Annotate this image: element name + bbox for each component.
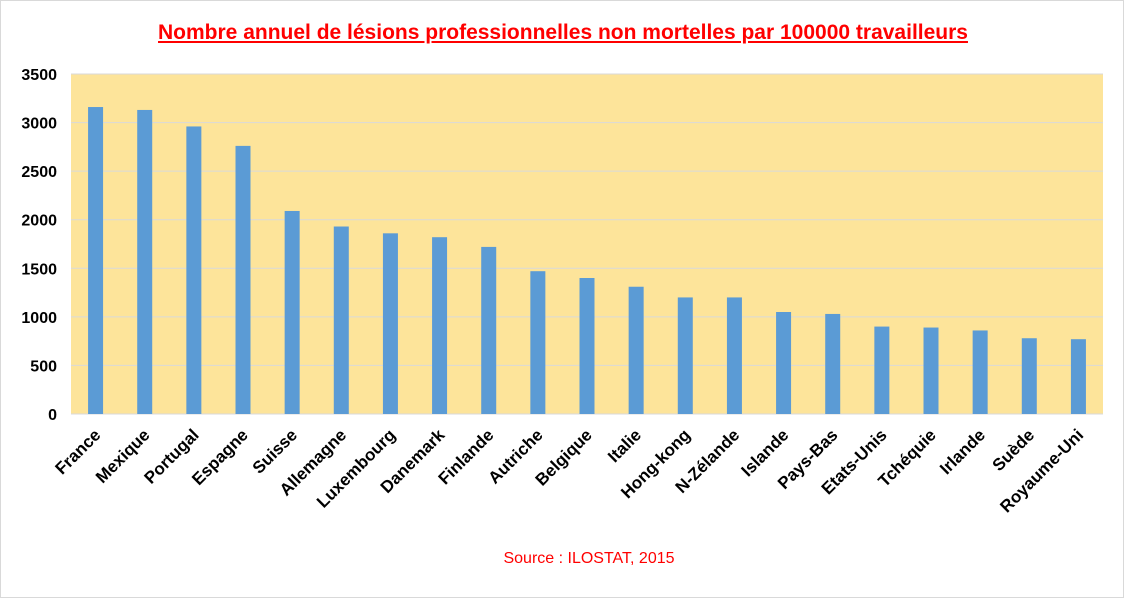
bar [186,126,202,414]
y-tick-label: 500 [30,358,57,375]
bar [481,246,497,414]
chart-title: Nombre annuel de lésions professionnelle… [158,21,968,44]
bar [382,233,398,414]
y-tick-label: 1000 [21,310,57,327]
bar [432,237,448,414]
y-axis-tick-labels: 0 500 1000 1500 2000 2500 3000 3500 [21,67,57,424]
bar [677,297,693,414]
bar [579,278,595,414]
bar [88,107,104,415]
y-tick-label: 3500 [21,67,57,84]
bar [137,109,153,414]
bar [726,297,742,414]
bar [923,327,939,414]
bars [88,107,1086,415]
bar [874,326,890,414]
bar [972,330,988,414]
x-tick-label: Irlande [936,425,989,478]
y-tick-label: 1500 [21,261,57,278]
bar [284,210,300,414]
x-axis-tick-labels: FranceMexiquePortugalEspagneSuisseAllema… [52,425,1088,516]
chart-source: Source : ILOSTAT, 2015 [503,550,675,567]
bar [776,312,792,414]
bar [235,145,251,414]
bar [1021,338,1037,414]
bar [628,286,644,414]
y-tick-label: 2500 [21,164,57,181]
bar [1070,339,1086,414]
x-tick-label: Italie [604,425,645,466]
bar [530,271,546,414]
y-tick-label: 3000 [21,116,57,133]
bar [333,226,349,414]
y-tick-label: 2000 [21,213,57,230]
bar [825,313,841,414]
y-tick-label: 0 [48,407,57,424]
